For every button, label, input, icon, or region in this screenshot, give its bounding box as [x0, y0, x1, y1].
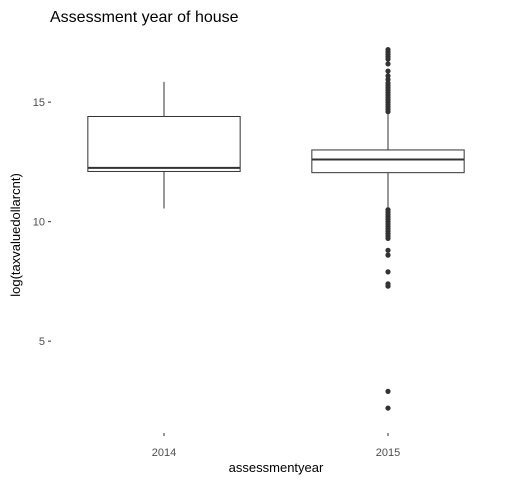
- x-axis: 2014 2015: [152, 433, 400, 459]
- y-tick-label: 10: [33, 217, 45, 229]
- outlier-point: [385, 76, 391, 83]
- box-group: [311, 46, 465, 411]
- outlier-point: [385, 283, 391, 289]
- outlier-point: [385, 68, 391, 74]
- chart-title: Assessment year of house: [50, 9, 239, 26]
- outlier-point: [385, 73, 391, 79]
- outlier-point: [385, 252, 391, 258]
- outlier-point: [385, 56, 391, 62]
- box-iqr: [311, 149, 465, 174]
- x-tick-label: 2015: [376, 447, 400, 459]
- plot-area: [87, 46, 465, 411]
- outlier-point: [385, 388, 391, 394]
- y-tick-label: 15: [33, 97, 45, 109]
- outlier-point: [385, 109, 391, 115]
- outlier-point: [385, 405, 391, 411]
- x-tick-label: 2014: [152, 447, 176, 459]
- outlier-point: [385, 247, 391, 253]
- outlier-point: [385, 235, 391, 241]
- outlier-point: [385, 269, 391, 275]
- outlier-point: [385, 61, 391, 67]
- box-iqr: [87, 115, 241, 172]
- box-group: [87, 81, 241, 209]
- y-axis-title: log(taxvaluedollarcnt): [8, 173, 23, 297]
- x-axis-title: assessmentyear: [229, 460, 324, 475]
- y-axis: 5 10 15: [33, 97, 51, 348]
- y-tick-label: 5: [39, 336, 45, 348]
